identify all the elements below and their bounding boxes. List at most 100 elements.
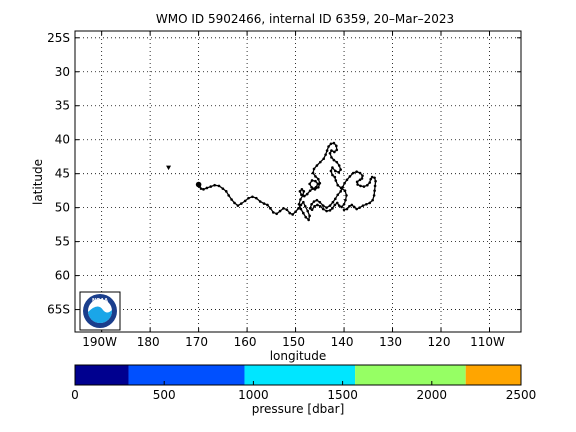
logo-text: NOAA	[92, 298, 108, 304]
profile-point	[316, 203, 319, 207]
profile-point	[358, 171, 362, 175]
profile-point	[305, 192, 309, 196]
profile-point	[233, 201, 236, 205]
profile-point	[262, 202, 266, 205]
profile-point	[342, 208, 346, 211]
profile-point	[366, 183, 369, 187]
profile-point	[269, 207, 272, 210]
profile-point	[331, 207, 334, 210]
profile-point	[308, 189, 312, 192]
profile-point	[311, 171, 315, 175]
profile-point	[337, 171, 341, 174]
profile-point	[243, 199, 247, 203]
profile-point	[331, 166, 334, 169]
profile-point	[337, 204, 341, 207]
profile-point	[329, 142, 333, 146]
x-tick-label: 110W	[470, 335, 505, 349]
profile-point	[355, 170, 358, 173]
profile-point	[373, 189, 376, 192]
profile-point	[322, 157, 325, 161]
profile-point	[294, 210, 297, 214]
profile-point	[334, 144, 338, 148]
profile-point	[328, 209, 332, 212]
profile-point	[370, 175, 374, 179]
axes-box	[74, 30, 522, 333]
profile-point	[319, 205, 322, 208]
profile-point	[255, 196, 258, 200]
profile-point	[342, 202, 346, 206]
profile-point	[313, 205, 316, 208]
profile-point	[247, 196, 250, 200]
profile-point	[341, 185, 344, 189]
profile-point	[368, 201, 372, 205]
y-tick-label: 45	[55, 167, 70, 181]
profile-point	[282, 207, 285, 210]
profile-point	[333, 175, 337, 179]
profile-point	[271, 211, 275, 214]
profile-point	[315, 198, 319, 202]
profile-point	[310, 179, 314, 182]
y-tick-label: 60	[55, 269, 70, 283]
profile-point	[339, 168, 342, 171]
profile-point	[330, 149, 333, 152]
plot-area: 190W 180 170 160 150 140 130 120 110W 25S 30 35 40 4…	[47, 30, 522, 349]
profile-point	[318, 200, 322, 204]
y-tick-label: 50	[55, 201, 70, 215]
profile-point	[325, 206, 328, 209]
profile-point	[266, 203, 269, 207]
profile-point	[360, 177, 364, 180]
profile-point	[336, 193, 340, 197]
profile-point	[230, 198, 233, 201]
profile-point	[236, 204, 240, 207]
profile-point	[331, 173, 334, 177]
x-tick-label: 160	[234, 335, 257, 349]
chart-title: WMO ID 5902466, internal ID 6359, 20–Mar…	[156, 12, 454, 26]
colorbar-segment	[355, 365, 466, 385]
profile-point	[310, 202, 313, 206]
profile-point	[361, 174, 364, 178]
profile-point	[365, 202, 368, 206]
colorbar-tick-label: 0	[71, 388, 79, 402]
profile-point	[369, 177, 373, 181]
profile-point	[303, 205, 307, 208]
x-tick-label: 120	[428, 335, 451, 349]
profile-point	[355, 207, 358, 211]
profile-point	[339, 190, 342, 193]
profile-point	[317, 177, 320, 181]
x-tick-label: 180	[137, 335, 160, 349]
profile-point	[227, 194, 230, 197]
profile-point	[221, 187, 225, 190]
logo-wave	[88, 306, 113, 324]
profile-point	[202, 188, 205, 191]
x-tick-label: 170	[185, 335, 208, 349]
profile-point	[213, 183, 216, 187]
profile-point	[362, 185, 366, 188]
profile-point	[343, 181, 346, 185]
colorbar-segment	[244, 365, 356, 385]
profile-point	[352, 205, 356, 209]
profile-point	[310, 185, 313, 189]
profile-point	[306, 209, 309, 213]
x-tick-label: 190W	[82, 335, 117, 349]
profile-point	[336, 183, 340, 187]
profile-point	[350, 203, 354, 207]
profile-point	[298, 190, 302, 193]
profile-point	[302, 200, 305, 204]
profile-point	[288, 211, 292, 215]
profile-point	[299, 198, 302, 201]
profile-point	[312, 167, 316, 171]
profile-point	[199, 187, 203, 190]
profile-point	[251, 195, 254, 199]
profile-point	[332, 158, 336, 162]
profile-point	[325, 209, 328, 213]
profile-point	[300, 188, 304, 191]
profile-point	[314, 175, 317, 178]
profile-point	[308, 182, 311, 186]
profile-point	[351, 171, 355, 175]
profile-point	[291, 213, 294, 216]
pressure-colorbar	[74, 364, 522, 386]
colorbar-segment	[465, 365, 521, 385]
profile-point	[224, 190, 228, 193]
profile-point	[328, 152, 332, 155]
